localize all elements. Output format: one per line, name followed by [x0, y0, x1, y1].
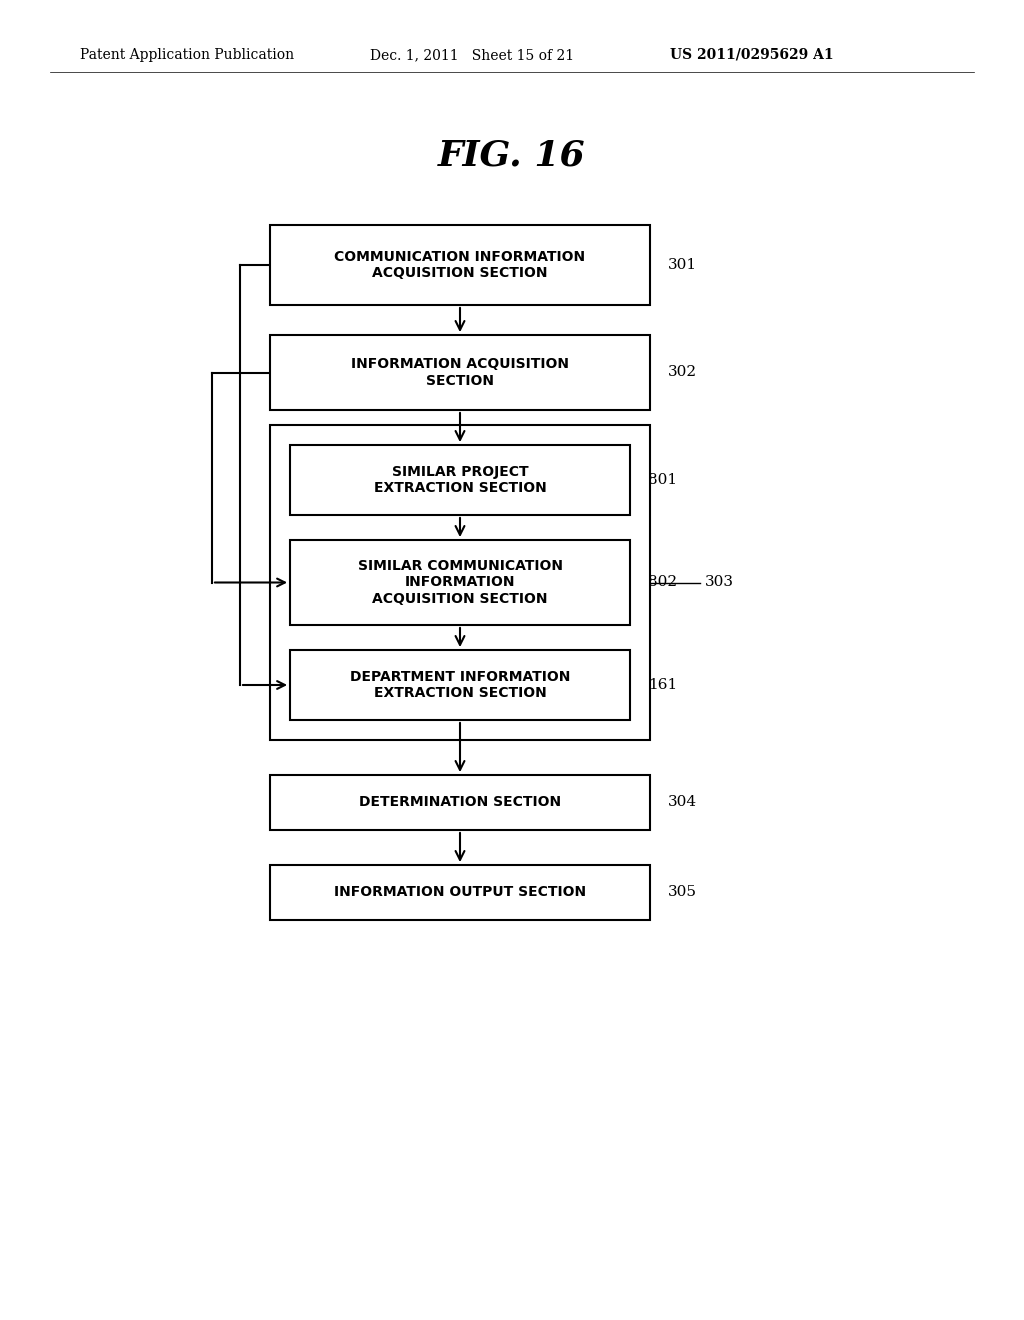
Text: Patent Application Publication: Patent Application Publication — [80, 48, 294, 62]
Text: 161: 161 — [648, 678, 677, 692]
Text: 302: 302 — [668, 366, 697, 380]
Bar — [270, 425, 650, 741]
Bar — [270, 224, 650, 305]
Text: SIMILAR COMMUNICATION
INFORMATION
ACQUISITION SECTION: SIMILAR COMMUNICATION INFORMATION ACQUIS… — [357, 560, 562, 606]
Bar — [290, 445, 630, 515]
Bar — [290, 540, 630, 624]
Text: INFORMATION ACQUISITION
SECTION: INFORMATION ACQUISITION SECTION — [351, 358, 569, 388]
Text: INFORMATION OUTPUT SECTION: INFORMATION OUTPUT SECTION — [334, 886, 586, 899]
Text: 801: 801 — [648, 473, 677, 487]
Text: 301: 301 — [668, 257, 697, 272]
Text: 304: 304 — [668, 796, 697, 809]
Text: Dec. 1, 2011   Sheet 15 of 21: Dec. 1, 2011 Sheet 15 of 21 — [370, 48, 574, 62]
Bar — [270, 775, 650, 830]
Text: 802: 802 — [648, 576, 677, 590]
Text: 305: 305 — [668, 886, 697, 899]
Text: COMMUNICATION INFORMATION
ACQUISITION SECTION: COMMUNICATION INFORMATION ACQUISITION SE… — [335, 249, 586, 280]
Text: SIMILAR PROJECT
EXTRACTION SECTION: SIMILAR PROJECT EXTRACTION SECTION — [374, 465, 547, 495]
Text: US 2011/0295629 A1: US 2011/0295629 A1 — [670, 48, 834, 62]
Bar — [270, 335, 650, 411]
Bar — [270, 865, 650, 920]
Bar — [290, 649, 630, 719]
Text: DETERMINATION SECTION: DETERMINATION SECTION — [359, 796, 561, 809]
Text: 303: 303 — [705, 576, 734, 590]
Text: FIG. 16: FIG. 16 — [438, 139, 586, 172]
Text: DEPARTMENT INFORMATION
EXTRACTION SECTION: DEPARTMENT INFORMATION EXTRACTION SECTIO… — [350, 671, 570, 700]
